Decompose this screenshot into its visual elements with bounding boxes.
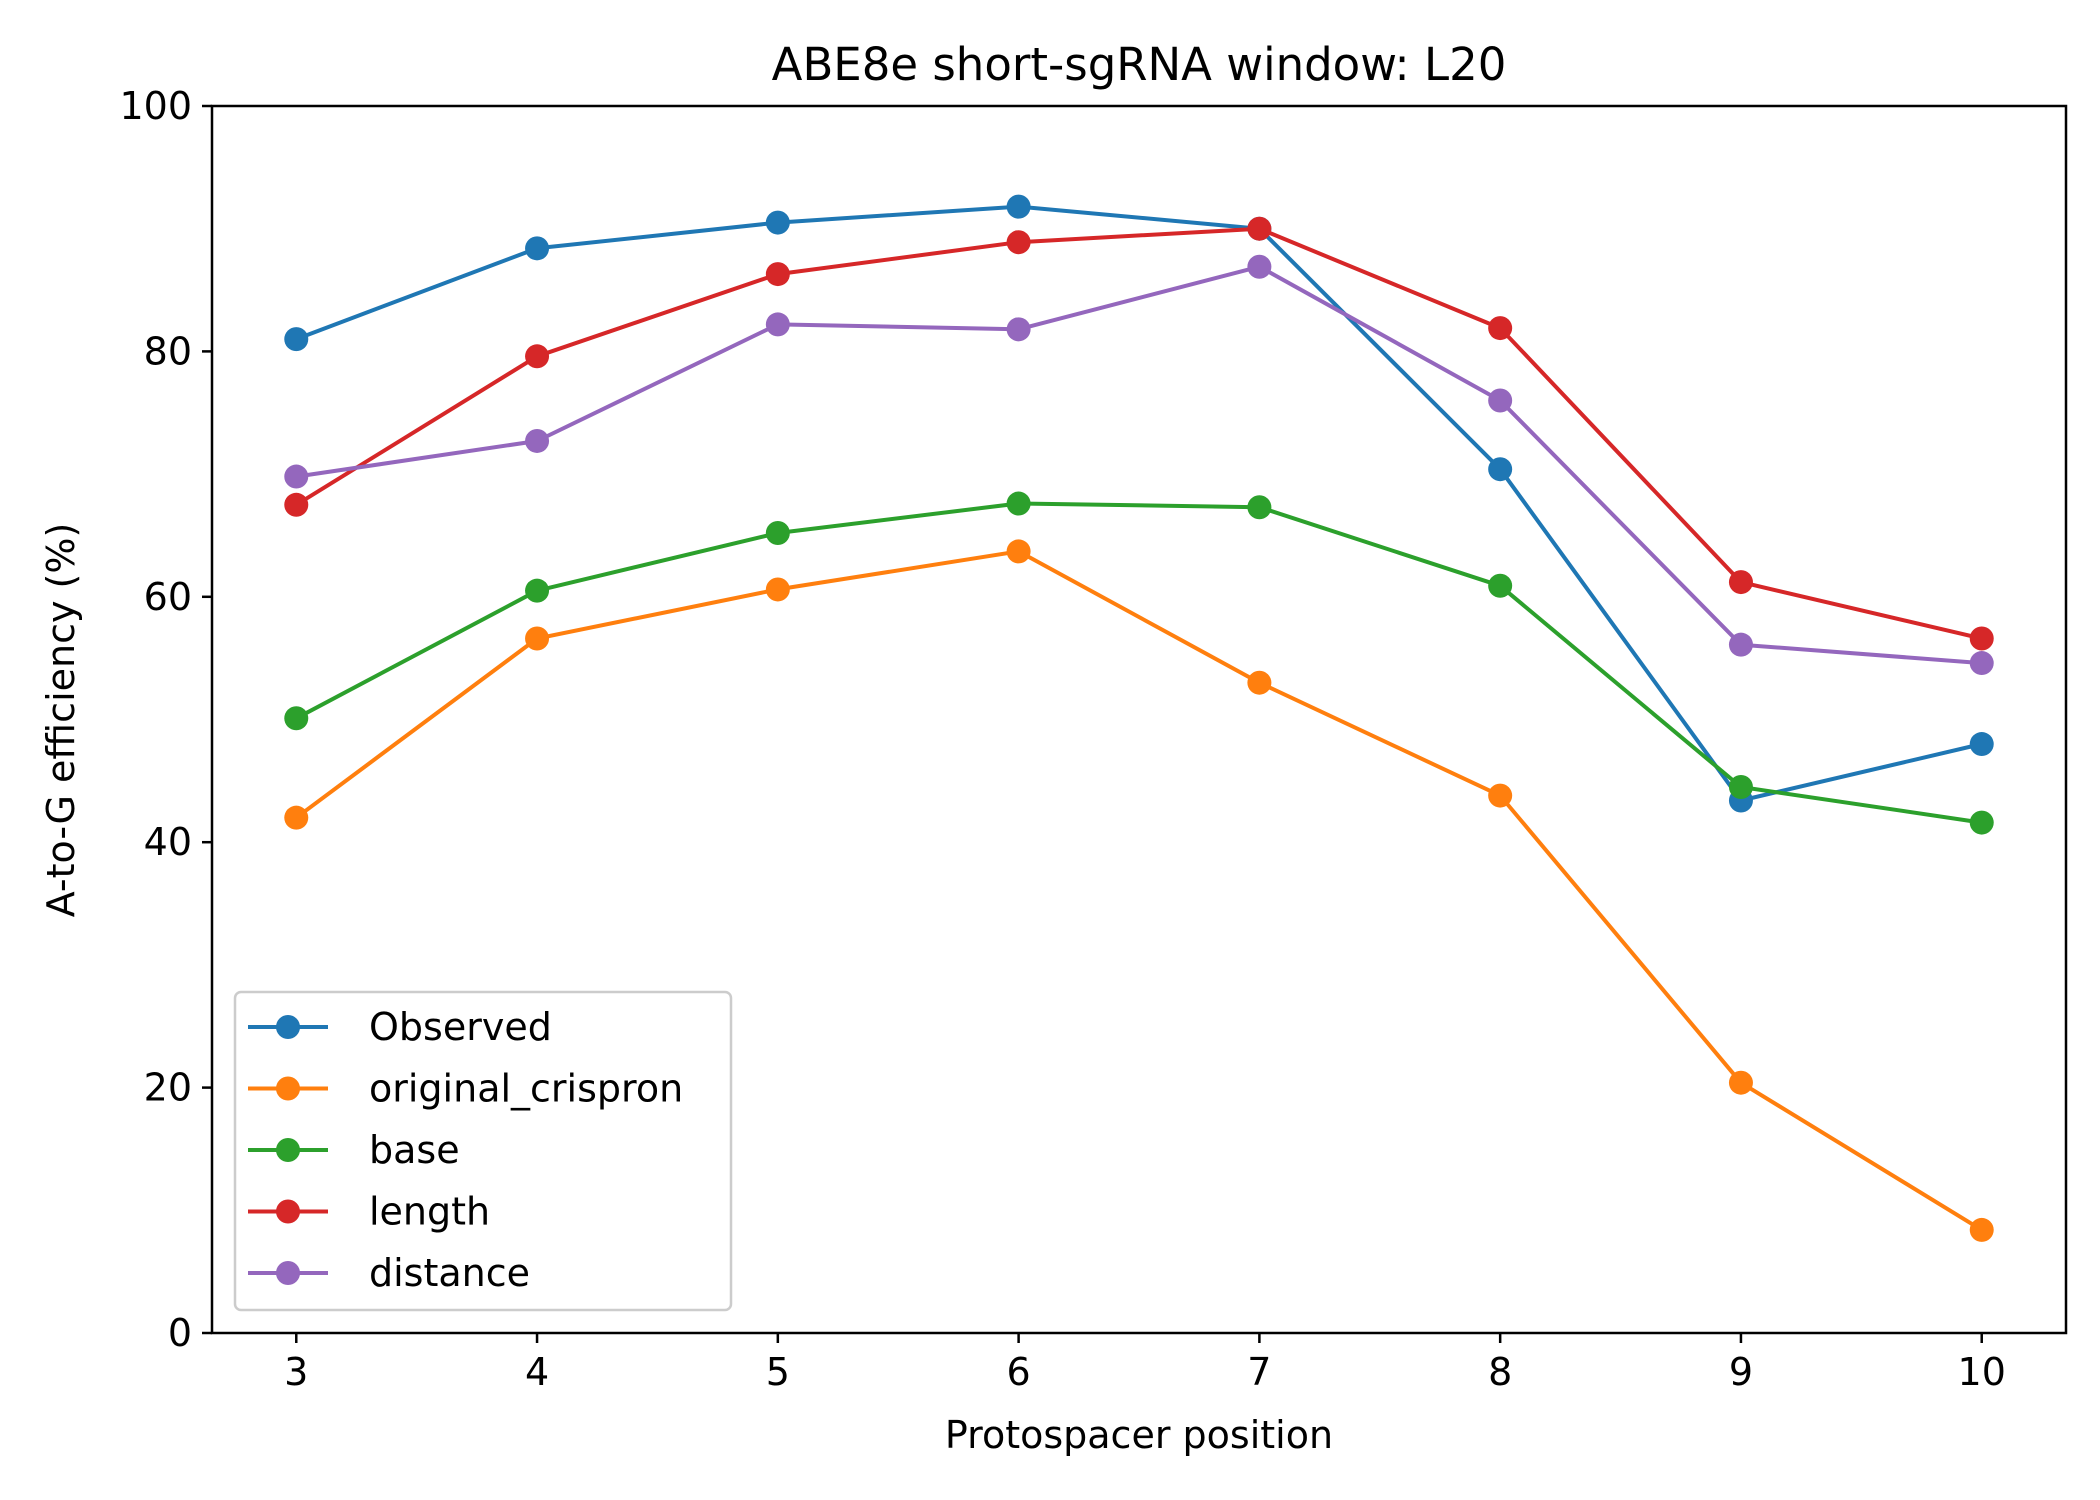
x-tick-label: 6 (1007, 1350, 1031, 1394)
data-point (1488, 457, 1513, 482)
data-point (1969, 651, 1994, 676)
data-point (765, 520, 790, 545)
y-tick-label: 80 (144, 329, 192, 373)
x-axis: 3 4 5 6 7 8 9 10 (284, 1333, 2006, 1394)
data-point (765, 577, 790, 602)
data-point (525, 626, 550, 651)
series-line (294, 501, 1984, 825)
legend-item: length (248, 1190, 490, 1234)
x-tick-label: 8 (1488, 1350, 1512, 1394)
legend-frame (233, 990, 733, 1312)
legend-marker (276, 1261, 300, 1285)
data-point (1488, 388, 1513, 413)
series-distance (284, 254, 1994, 676)
data-point (1969, 732, 1994, 757)
legend-marker (276, 1138, 300, 1162)
legend-label: original_crispron (369, 1067, 683, 1111)
data-point (1728, 632, 1753, 657)
legend-marker (276, 1199, 300, 1224)
x-tick-label: 5 (766, 1350, 790, 1394)
axes-frame (210, 104, 2068, 1335)
data-point (284, 464, 309, 489)
data-point (1488, 316, 1513, 341)
data-point (284, 327, 309, 352)
legend-item: distance (248, 1251, 530, 1295)
y-axis-label: A-to-G efficiency (%) (39, 523, 83, 918)
y-axis: 0 20 40 60 80 100 (119, 84, 212, 1355)
data-point (1728, 570, 1753, 595)
data-point (284, 706, 309, 731)
series-base (284, 491, 1994, 835)
data-point (1488, 783, 1513, 808)
legend-label: distance (369, 1251, 530, 1295)
data-point (1247, 216, 1272, 241)
data-point (765, 262, 790, 287)
x-tick-label: 4 (525, 1350, 549, 1394)
data-point (525, 578, 550, 603)
data-point (1728, 1070, 1753, 1095)
data-point (1006, 539, 1031, 564)
y-tick-label: 60 (144, 575, 192, 619)
chart-title: ABE8e short-sgRNA window: L20 (772, 38, 1507, 91)
legend-marker (276, 1015, 300, 1039)
data-point (1247, 495, 1272, 520)
legend-item: Observed (248, 1005, 552, 1049)
x-tick-label: 10 (1958, 1350, 2006, 1394)
data-point (1969, 1217, 1994, 1242)
data-point (1247, 254, 1272, 279)
y-tick-label: 40 (144, 820, 192, 864)
data-point (1728, 774, 1753, 799)
data-point (525, 428, 550, 453)
series-line (294, 204, 1984, 803)
plot-area (284, 194, 1994, 1242)
data-point (1247, 670, 1272, 695)
data-point (284, 492, 309, 517)
data-point (525, 344, 550, 369)
data-point (1006, 317, 1031, 342)
legend-item: base (248, 1128, 460, 1172)
data-point (1006, 194, 1031, 219)
x-tick-label: 7 (1247, 1350, 1271, 1394)
series-line (294, 549, 1984, 1232)
data-point (284, 805, 309, 830)
series-line (294, 264, 1984, 666)
y-tick-label: 0 (168, 1311, 192, 1355)
x-tick-label: 3 (284, 1350, 308, 1394)
data-point (1006, 230, 1031, 255)
series-line (294, 226, 1984, 641)
data-point (1969, 626, 1994, 651)
data-point (1488, 573, 1513, 598)
legend-label: length (369, 1190, 490, 1234)
data-point (525, 236, 550, 261)
x-tick-label: 9 (1729, 1350, 1753, 1394)
y-tick-label: 100 (119, 84, 192, 128)
y-tick-label: 20 (144, 1066, 192, 1110)
legend-item: original_crispron (248, 1067, 683, 1111)
x-axis-label: Protospacer position (945, 1413, 1333, 1457)
legend-label: base (369, 1128, 460, 1172)
data-point (1006, 491, 1031, 516)
series-original_crispron (284, 539, 1994, 1242)
data-point (1969, 810, 1994, 835)
series-length (284, 216, 1994, 651)
legend-marker (276, 1076, 300, 1101)
data-point (765, 210, 790, 235)
legend-label: Observed (369, 1005, 552, 1049)
data-point (765, 312, 790, 337)
